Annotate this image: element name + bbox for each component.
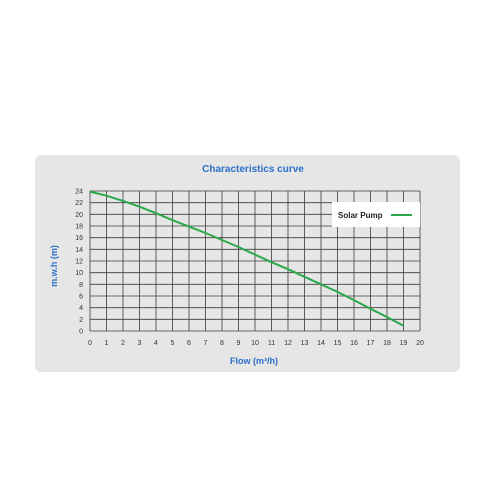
chart-grid bbox=[89, 190, 421, 332]
y-tick-label: 0 bbox=[79, 329, 83, 336]
y-tick-label: 16 bbox=[75, 235, 83, 242]
x-tick-label: 14 bbox=[317, 340, 325, 347]
y-tick-label: 8 bbox=[79, 282, 83, 289]
y-tick-label: 18 bbox=[75, 224, 83, 231]
y-tick-label: 20 bbox=[75, 212, 83, 219]
x-tick-label: 12 bbox=[284, 340, 292, 347]
x-tick-label: 13 bbox=[301, 340, 309, 347]
x-tick-label: 15 bbox=[334, 340, 342, 347]
chart: Characteristics curve 024681012141618202… bbox=[49, 164, 424, 366]
y-tick-label: 24 bbox=[75, 189, 83, 196]
y-axis-label: m.w.h (m) bbox=[49, 245, 59, 287]
x-axis-ticks: 0 1 2 3 4 5 6 7 8 9 10 11 12 13 14 15 16 17 18 19 20 bbox=[88, 340, 424, 347]
y-tick-label: 14 bbox=[75, 247, 83, 254]
y-tick-label: 6 bbox=[79, 294, 83, 301]
chart-card: Characteristics curve 0 2 4 6 8 10 12 14 16 18 20 2… bbox=[35, 155, 460, 372]
x-tick-label: 0 bbox=[88, 340, 92, 347]
x-tick-label: 19 bbox=[400, 340, 408, 347]
y-tick-label: 10 bbox=[75, 270, 83, 277]
y-tick-label: 12 bbox=[75, 259, 83, 266]
x-tick-label: 8 bbox=[220, 340, 224, 347]
x-tick-label: 6 bbox=[187, 340, 191, 347]
legend: Solar Pump bbox=[332, 202, 420, 227]
x-tick-label: 17 bbox=[367, 340, 375, 347]
x-tick-label: 3 bbox=[138, 340, 142, 347]
series-line-solar-pump bbox=[89, 190, 404, 327]
x-tick-label: 16 bbox=[350, 340, 358, 347]
x-tick-label: 7 bbox=[204, 340, 208, 347]
x-tick-label: 9 bbox=[237, 340, 241, 347]
x-tick-label: 10 bbox=[251, 340, 259, 347]
series-layer bbox=[89, 190, 404, 327]
x-tick-label: 2 bbox=[121, 340, 125, 347]
x-tick-label: 20 bbox=[416, 340, 424, 347]
legend-label-solar-pump: Solar Pump bbox=[338, 211, 383, 220]
x-tick-label: 1 bbox=[105, 340, 109, 347]
x-tick-label: 4 bbox=[154, 340, 158, 347]
x-tick-label: 11 bbox=[268, 340, 275, 347]
x-tick-label: 5 bbox=[171, 340, 175, 347]
y-tick-label: 4 bbox=[79, 305, 83, 312]
y-tick-label: 22 bbox=[75, 200, 83, 207]
x-axis-label: Flow (m³/h) bbox=[230, 356, 278, 366]
chart-title: Characteristics curve bbox=[202, 164, 304, 175]
x-tick-label: 18 bbox=[383, 340, 391, 347]
y-tick-label: 2 bbox=[79, 317, 83, 324]
